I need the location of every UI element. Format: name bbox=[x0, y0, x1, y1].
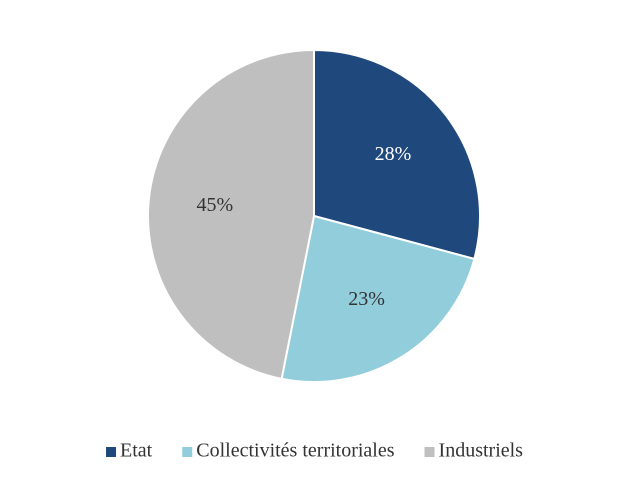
pie-slice bbox=[280, 214, 476, 383]
legend-swatch bbox=[424, 447, 435, 457]
legend-swatch bbox=[182, 447, 193, 457]
data-label: 23% bbox=[348, 288, 385, 310]
legend-label: Collectivités territoriales bbox=[196, 440, 394, 462]
pie-slice bbox=[313, 48, 481, 261]
legend-label: Etat bbox=[120, 440, 153, 462]
pie-slice bbox=[147, 48, 315, 380]
legend-label: Industriels bbox=[439, 440, 524, 462]
data-label: 45% bbox=[197, 194, 234, 216]
legend-swatch bbox=[106, 447, 117, 457]
data-label: 28% bbox=[375, 143, 412, 165]
